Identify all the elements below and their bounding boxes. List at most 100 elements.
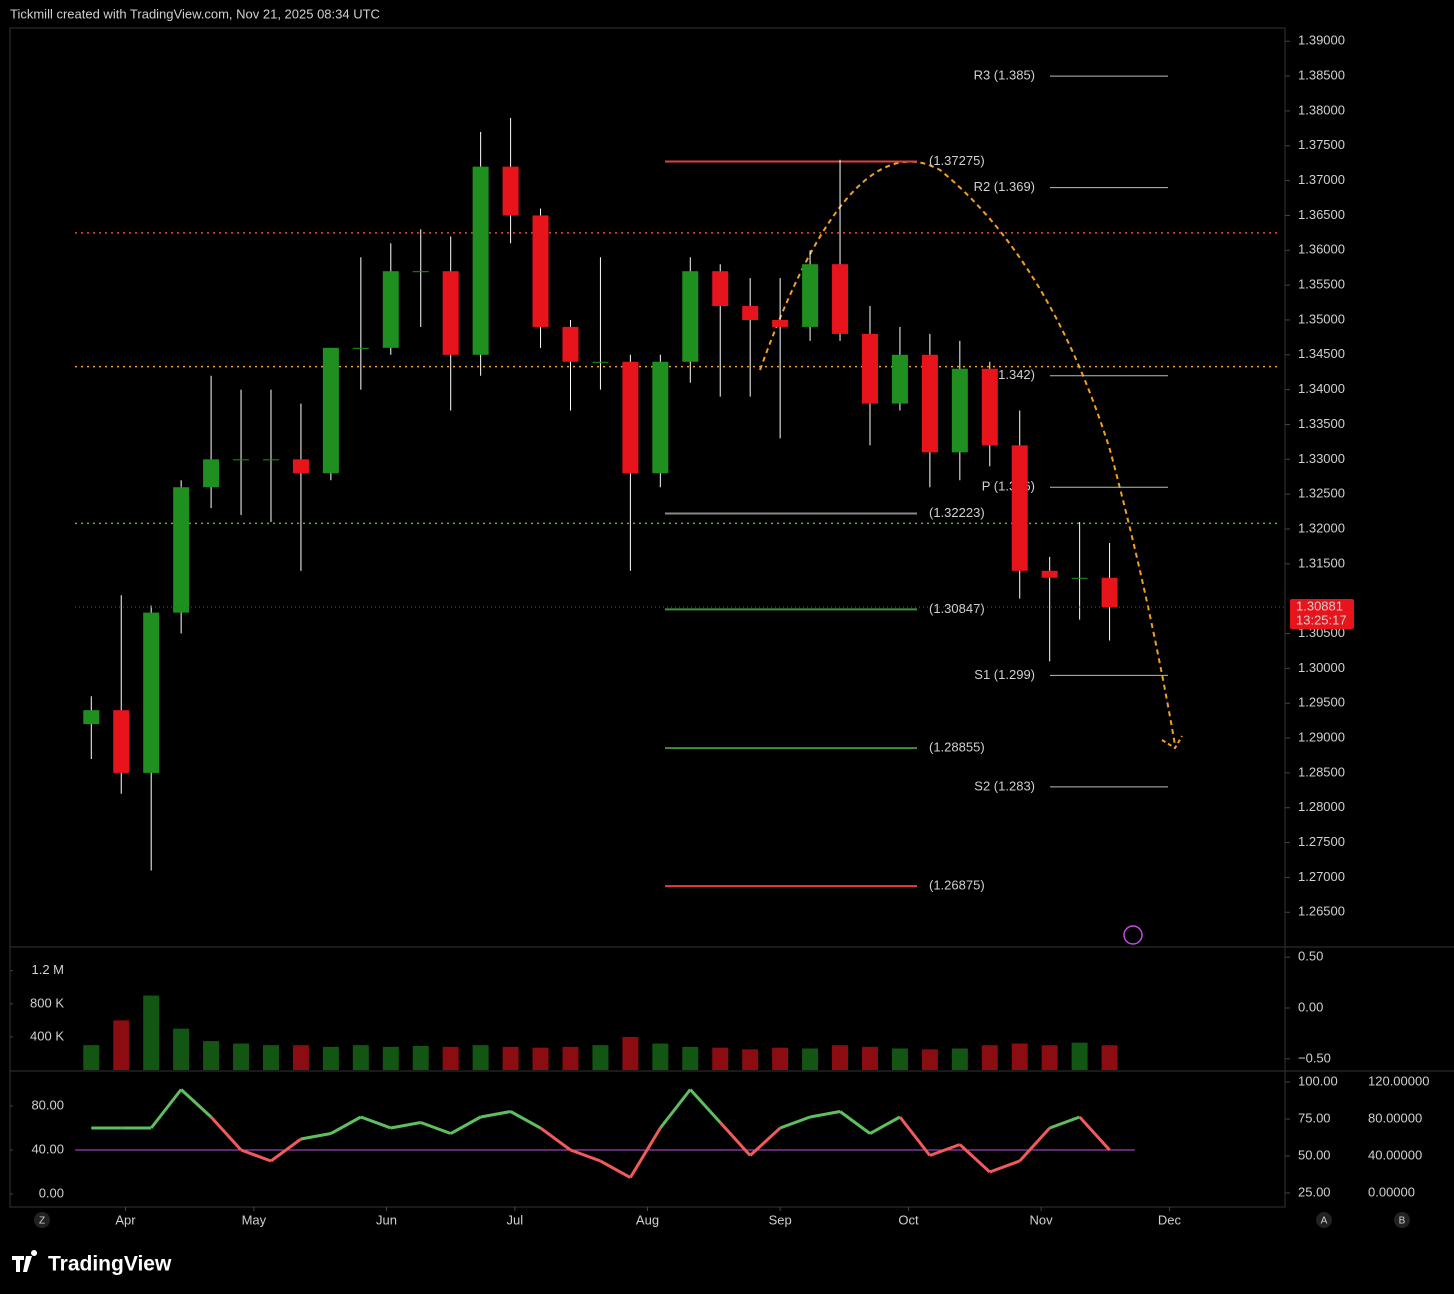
oscillator-segment	[929, 1143, 961, 1157]
oscillator-segment	[689, 1088, 722, 1124]
volume-bar	[472, 1045, 489, 1070]
candle-body	[442, 271, 459, 355]
y-tick-label: 1.28500	[1298, 764, 1345, 779]
y-tick-label: 0.00	[39, 1185, 64, 1200]
y-tick-label: 1.34000	[1298, 381, 1345, 396]
y3-tick-label: 0.00000	[1368, 1184, 1415, 1199]
y-tick-label: 1.39000	[1298, 33, 1345, 48]
candle-body	[1071, 577, 1088, 579]
y-tick-label: 1.2 M	[31, 962, 64, 977]
y-tick-label: 1.36500	[1298, 207, 1345, 222]
oscillator-segment	[659, 1088, 692, 1129]
volume-bar	[712, 1047, 729, 1070]
candle-body	[921, 354, 938, 453]
volume-bar	[682, 1046, 699, 1070]
button[interactable]: A	[1321, 1216, 1328, 1227]
oscillator-segment	[240, 1148, 272, 1163]
y2-tick-label: 25.00	[1298, 1184, 1331, 1199]
candle-body	[861, 333, 878, 404]
y-tick-label: 1.35500	[1298, 277, 1345, 292]
candle-body	[622, 361, 639, 474]
y2-tick-label: 100.00	[1298, 1073, 1338, 1088]
button[interactable]: Z	[39, 1216, 45, 1227]
y-tick-label: 1.33500	[1298, 416, 1345, 431]
candle-body	[382, 271, 399, 348]
oscillator-segment	[449, 1115, 482, 1135]
y-tick-label: 40.00	[31, 1141, 64, 1156]
candle-body	[412, 271, 429, 273]
candle-body	[1041, 570, 1058, 578]
y-tick-label: 1.38000	[1298, 102, 1345, 117]
volume-bar	[592, 1045, 609, 1070]
candle-body	[322, 347, 339, 474]
footer-logo: TradingView	[48, 1253, 172, 1276]
pivot-label: S1 (1.299)	[974, 667, 1035, 682]
oscillator-segment	[390, 1121, 422, 1130]
x-tick-label: Jul	[507, 1212, 524, 1227]
volume-bar	[113, 1020, 130, 1070]
fib-label: (1.32223)	[929, 505, 985, 520]
y-tick-label: 1.36000	[1298, 242, 1345, 257]
volume-bar	[382, 1046, 399, 1070]
x-tick-label: Apr	[115, 1212, 136, 1227]
button-bg[interactable]	[1316, 1212, 1332, 1228]
volume-bar	[861, 1046, 878, 1070]
volume-bar	[951, 1048, 968, 1070]
x-tick-label: Oct	[898, 1212, 919, 1227]
volume-bar	[83, 1045, 100, 1070]
candle-body	[1011, 445, 1028, 571]
y-tick-label: 1.29000	[1298, 729, 1345, 744]
button[interactable]: B	[1399, 1216, 1406, 1227]
volume-bar	[143, 995, 160, 1070]
y3-tick-label: 120.00000	[1368, 1073, 1429, 1088]
y-tick-label: 1.37500	[1298, 137, 1345, 152]
x-tick-label: Dec	[1158, 1212, 1182, 1227]
projection-arrow	[1161, 735, 1183, 750]
oscillator-segment	[509, 1110, 542, 1130]
fib-label: (1.26875)	[929, 878, 985, 893]
y-tick-label: 400 K	[30, 1028, 64, 1043]
candle-body	[951, 368, 968, 453]
y2-tick-label: −0.50	[1298, 1050, 1331, 1065]
candle-body	[532, 215, 549, 327]
volume-bar	[532, 1047, 549, 1070]
fib-label: (1.28855)	[929, 740, 985, 755]
candle-body	[83, 710, 100, 725]
y-tick-label: 1.34500	[1298, 346, 1345, 361]
oscillator-segment	[270, 1137, 302, 1163]
volume-bar	[173, 1028, 190, 1070]
oscillator-segment	[1049, 1115, 1081, 1130]
y2-tick-label: 0.00	[1298, 999, 1323, 1014]
oscillator-segment	[480, 1110, 511, 1119]
candle-body	[233, 459, 250, 461]
y-tick-label: 800 K	[30, 995, 64, 1010]
volume-bar	[233, 1043, 250, 1070]
oscillator-segment	[839, 1110, 871, 1135]
volume-bar	[1011, 1043, 1028, 1070]
volume-bar	[742, 1049, 759, 1070]
x-tick-label: Aug	[636, 1212, 659, 1227]
y3-tick-label: 80.00000	[1368, 1110, 1422, 1125]
x-tick-label: Nov	[1030, 1212, 1054, 1227]
oscillator-segment	[749, 1126, 782, 1157]
candle-body	[592, 361, 609, 363]
countdown-label: 13:25:17	[1296, 612, 1347, 627]
y2-tick-label: 0.50	[1298, 949, 1323, 964]
button-bg[interactable]	[34, 1212, 50, 1228]
oscillator-segment	[898, 1116, 932, 1157]
fib-label: (1.37275)	[929, 153, 985, 168]
candle-body	[981, 368, 998, 446]
candle-body	[682, 271, 699, 362]
volume-bar	[203, 1041, 220, 1070]
volume-bar	[562, 1046, 579, 1070]
y2-tick-label: 50.00	[1298, 1147, 1331, 1162]
button-bg[interactable]	[1394, 1212, 1410, 1228]
y3-tick-label: 40.00000	[1368, 1147, 1422, 1162]
alert-icon[interactable]	[1123, 925, 1143, 945]
y-tick-label: 1.32000	[1298, 520, 1345, 535]
volume-bar	[412, 1046, 429, 1070]
volume-bar	[981, 1045, 998, 1070]
